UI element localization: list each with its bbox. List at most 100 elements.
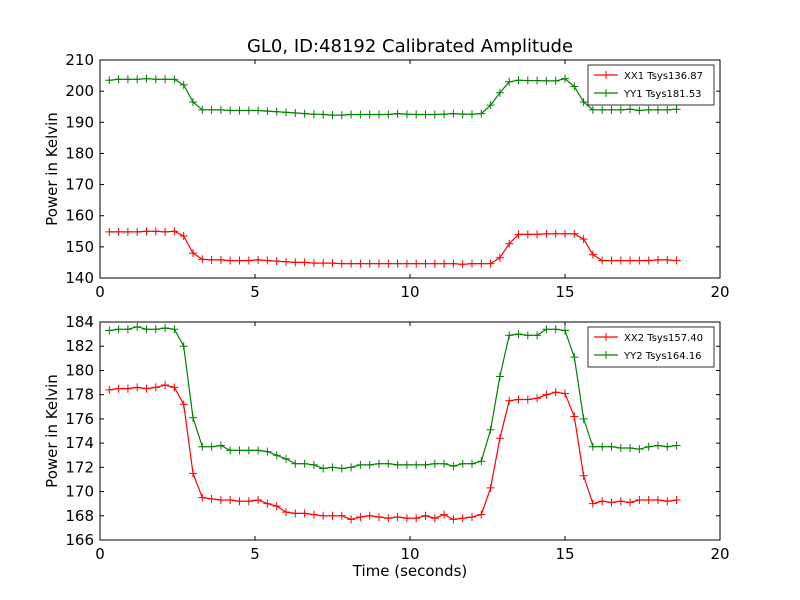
data-point (170, 325, 179, 334)
data-point (588, 442, 597, 451)
data-point (607, 256, 616, 265)
figure-title: GL0, ID:48192 Calibrated Amplitude (247, 36, 573, 57)
data-point (300, 109, 309, 118)
x-tick-label: 10 (400, 283, 419, 301)
data-point (319, 110, 328, 119)
data-point (654, 441, 662, 450)
data-point (123, 384, 132, 393)
data-point (123, 75, 132, 84)
data-point (598, 497, 607, 506)
data-point (179, 400, 188, 409)
data-point (244, 497, 253, 506)
data-point (430, 110, 439, 119)
data-point (235, 106, 244, 115)
data-point (291, 509, 300, 518)
data-point (616, 443, 625, 452)
data-point (216, 105, 225, 114)
data-point (440, 110, 449, 119)
data-point (514, 230, 523, 239)
series-1 (105, 380, 681, 524)
data-point (449, 515, 458, 524)
data-point (579, 471, 588, 480)
y-tick-label: 190 (65, 113, 94, 131)
data-point (542, 76, 551, 85)
data-point (626, 256, 635, 265)
data-point (505, 396, 514, 405)
series-2 (105, 74, 681, 120)
data-point (440, 459, 449, 468)
data-point (495, 372, 504, 381)
data-point (458, 110, 467, 119)
data-point (551, 229, 560, 238)
legend-label: YY1 Tsys181.53 (623, 89, 702, 100)
data-point (607, 498, 616, 507)
data-point (412, 259, 421, 268)
data-point (626, 498, 635, 507)
data-point (300, 459, 309, 468)
data-point (328, 463, 337, 472)
data-point (626, 105, 635, 114)
data-point (402, 110, 411, 119)
data-point (244, 256, 253, 265)
y-tick-label: 182 (65, 337, 94, 355)
data-point (142, 227, 151, 236)
data-point (412, 110, 421, 119)
data-point (514, 76, 523, 85)
y-tick-label: 180 (65, 361, 94, 379)
data-point (533, 230, 542, 239)
data-point (561, 229, 569, 238)
data-point (114, 75, 123, 84)
data-point (551, 76, 560, 85)
data-point (514, 330, 523, 339)
data-point (179, 231, 188, 240)
y-tick-label: 210 (65, 51, 94, 69)
data-point (161, 227, 170, 236)
subplot-2: 0 5 10 15 20 166 168 170 172 174 176 178 180 182 184 Po… (43, 313, 730, 580)
data-point (430, 514, 439, 523)
data-point (533, 76, 542, 85)
data-point (412, 514, 421, 523)
data-point (505, 77, 514, 86)
data-point (291, 459, 300, 468)
data-point (654, 496, 662, 505)
x-tick-label: 5 (250, 283, 260, 301)
data-point (579, 414, 588, 423)
x-axis-label: Time (seconds) (352, 562, 468, 580)
data-point (105, 385, 114, 394)
y-tick-label: 200 (65, 82, 94, 100)
data-point (328, 259, 337, 268)
data-point (514, 395, 523, 404)
data-point (505, 239, 514, 248)
data-point (598, 256, 607, 265)
data-point (570, 353, 579, 362)
data-point (644, 442, 653, 451)
data-point (309, 110, 318, 119)
data-point (523, 76, 532, 85)
data-point (644, 256, 653, 265)
data-point (114, 384, 123, 393)
data-point (365, 511, 374, 520)
data-point (468, 110, 476, 119)
data-point (561, 389, 569, 398)
data-point (272, 107, 281, 116)
data-point (133, 75, 142, 84)
data-point (486, 259, 495, 268)
data-point (347, 463, 356, 472)
data-point (421, 259, 430, 268)
data-point (254, 106, 263, 115)
data-point (226, 446, 235, 455)
data-point (495, 88, 504, 97)
data-point (384, 110, 393, 119)
legend-label: XX1 Tsys136.87 (624, 71, 703, 82)
data-point (486, 101, 495, 110)
data-point (635, 445, 644, 454)
data-point (477, 259, 486, 268)
y-tick-label: 178 (65, 386, 94, 404)
data-point (375, 459, 383, 468)
x-tick-label: 0 (95, 545, 105, 563)
data-point (356, 110, 365, 119)
data-point (161, 380, 170, 389)
data-point (468, 459, 476, 468)
data-point (672, 105, 681, 114)
data-point (198, 442, 207, 451)
